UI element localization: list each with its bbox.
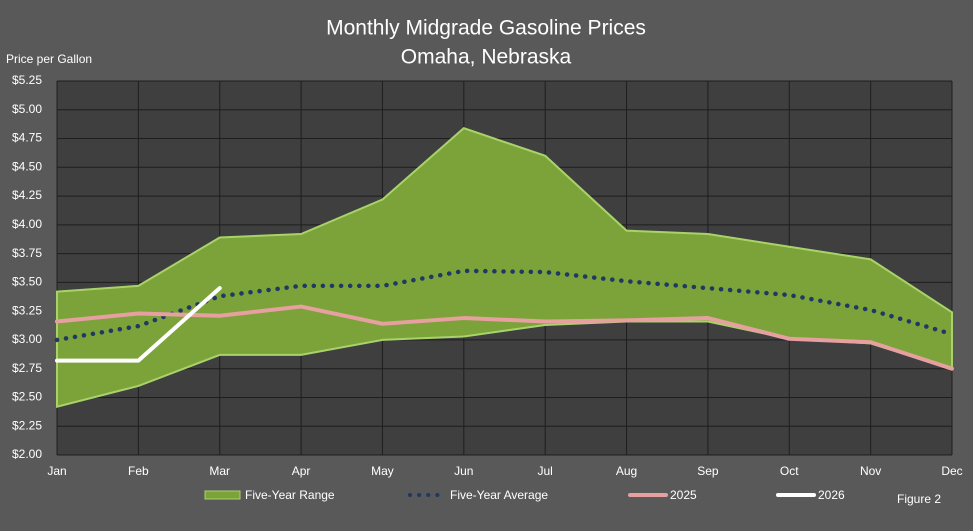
- series-line: [55, 286, 222, 363]
- x-tick-label: Sep: [697, 464, 719, 478]
- y-tick-label: $3.25: [12, 303, 42, 317]
- chart-title: Monthly Midgrade Gasoline Prices: [326, 17, 646, 40]
- legend-label: 2025: [670, 488, 697, 502]
- y-tick-label: $2.00: [12, 447, 42, 461]
- x-tick-label: Jan: [47, 464, 66, 478]
- x-tick-label: Apr: [292, 464, 311, 478]
- y-tick-label: $4.50: [12, 159, 42, 173]
- legend-label: Five-Year Range: [245, 488, 335, 502]
- y-tick-label: $4.00: [12, 217, 42, 231]
- legend-swatch: [204, 490, 241, 500]
- x-tick-label: Jul: [538, 464, 553, 478]
- figure-label: Figure 2: [897, 492, 941, 506]
- y-tick-label: $3.75: [12, 246, 42, 260]
- x-tick-label: Dec: [941, 464, 962, 478]
- x-tick-label: Nov: [860, 464, 881, 478]
- series-line: [55, 304, 954, 371]
- x-tick-label: Feb: [128, 464, 149, 478]
- x-tick-label: Oct: [780, 464, 799, 478]
- y-tick-label: $4.75: [12, 131, 42, 145]
- legend-label: 2026: [818, 488, 845, 502]
- x-tick-label: Jun: [454, 464, 473, 478]
- y-tick-label: $5.00: [12, 102, 42, 116]
- y-tick-label: $2.75: [12, 361, 42, 375]
- y-axis-label: Price per Gallon: [6, 52, 92, 66]
- chart-subtitle: Omaha, Nebraska: [401, 46, 572, 69]
- y-tick-label: $2.25: [12, 418, 42, 432]
- x-tick-label: Mar: [209, 464, 230, 478]
- x-tick-label: May: [371, 464, 394, 478]
- y-tick-label: $3.50: [12, 275, 42, 289]
- y-tick-label: $4.25: [12, 188, 42, 202]
- y-tick-label: $2.50: [12, 390, 42, 404]
- y-tick-label: $5.25: [12, 73, 42, 87]
- x-tick-label: Aug: [616, 464, 637, 478]
- y-tick-label: $3.00: [12, 332, 42, 346]
- legend-label: Five-Year Average: [450, 488, 548, 502]
